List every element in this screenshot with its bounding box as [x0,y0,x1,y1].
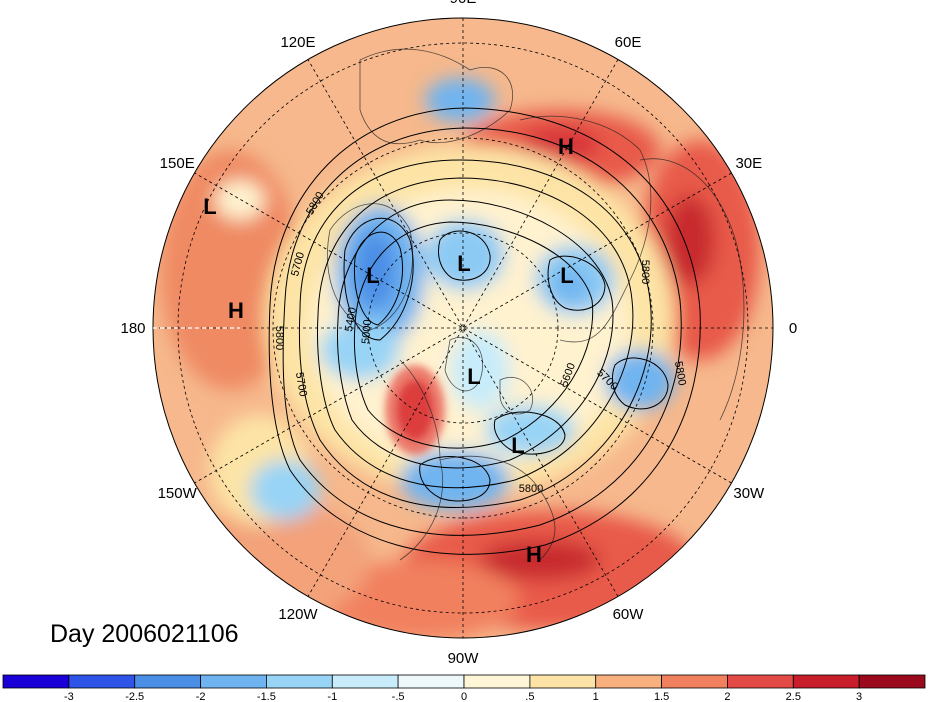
longitude-label-5: 60W [613,606,645,623]
longitude-label-7: 120W [278,606,318,623]
pressure-center-low-4: L [366,263,379,288]
pressure-center-low-6: L [560,263,573,288]
longitude-label-6: 90W [448,650,480,667]
contour-label-9: 5800 [672,360,688,386]
colorbar-box-2 [134,674,201,689]
colorbar-box-10 [661,674,728,689]
pressure-centers: H H H L L L L L L [203,134,574,567]
colorbar-tick-10: 2 [724,691,730,702]
colorbar-tick-11: 2.5 [786,691,801,702]
contour-label-5: 5700 [293,371,309,397]
contour-label-3: 5000 [360,319,374,344]
colorbar-box-13 [858,674,926,689]
longitude-label-11: 120E [280,34,315,51]
graticule [153,18,773,638]
colorbar-tick-4: -1 [327,691,337,702]
longitude-label-10: 150E [160,155,195,172]
colorbar-box-0 [2,674,70,689]
title: Day 2006021106 [50,620,239,648]
colorbar-tick-0: -3 [64,691,74,702]
height-contours [268,107,701,555]
colorbar-tick-9: 1.5 [654,691,669,702]
contour-label-4: 5800 [273,326,285,350]
colorbar-box-4 [265,674,333,689]
longitude-label-2: 30E [735,155,762,172]
colorbar-box-5 [331,674,399,689]
pressure-center-low-5: L [457,251,470,276]
colorbar-tick-12: 3 [856,691,862,702]
colorbar-box-6 [397,674,465,689]
longitude-label-0: 90E [450,0,477,7]
colorbar-tick-1: -2.5 [125,691,144,702]
colorbar-tick-6: 0 [461,691,467,702]
coastlines [327,48,745,561]
longitude-labels: 90E 60E 30E 0 30W 60W 90W 120W 150W 180 150E 120E [120,0,797,667]
colorbar-tick-5: -.5 [392,691,405,702]
longitude-label-3: 0 [789,320,797,337]
pressure-center-low-7: L [467,364,480,389]
colorbar-tick-2: -2 [196,691,206,702]
colorbar-box-3 [200,674,267,689]
colorbar: -3 -2.5 -2 -1.5 -1 -.5 0 .5 1 1.5 2 2.5 3 [2,674,926,702]
colorbar-box-9 [595,674,663,689]
pressure-center-high-0: H [558,134,574,159]
colorbar-box-1 [68,674,136,689]
pressure-center-low-3: L [203,194,216,219]
colorbar-tick-7: .5 [525,691,534,702]
contour-label-10: 5800 [519,483,543,495]
colorbar-tick-8: 1 [593,691,599,702]
longitude-label-4: 30W [733,485,765,502]
colorbar-box-7 [463,674,531,689]
anomaly-field [153,18,773,638]
pressure-center-high-2: H [526,542,542,567]
pressure-center-high-1: H [228,298,244,323]
colorbar-box-11 [727,674,794,689]
contour-label-8: 5800 [639,260,651,284]
colorbar-box-12 [792,674,860,689]
contour-label-2: 5400 [343,306,359,332]
pressure-center-low-8: L [511,433,524,458]
colorbar-tick-3: -1.5 [257,691,276,702]
longitude-label-9: 180 [120,320,145,337]
longitude-label-1: 60E [615,34,642,51]
longitude-label-8: 150W [158,485,198,502]
colorbar-box-8 [529,674,597,689]
